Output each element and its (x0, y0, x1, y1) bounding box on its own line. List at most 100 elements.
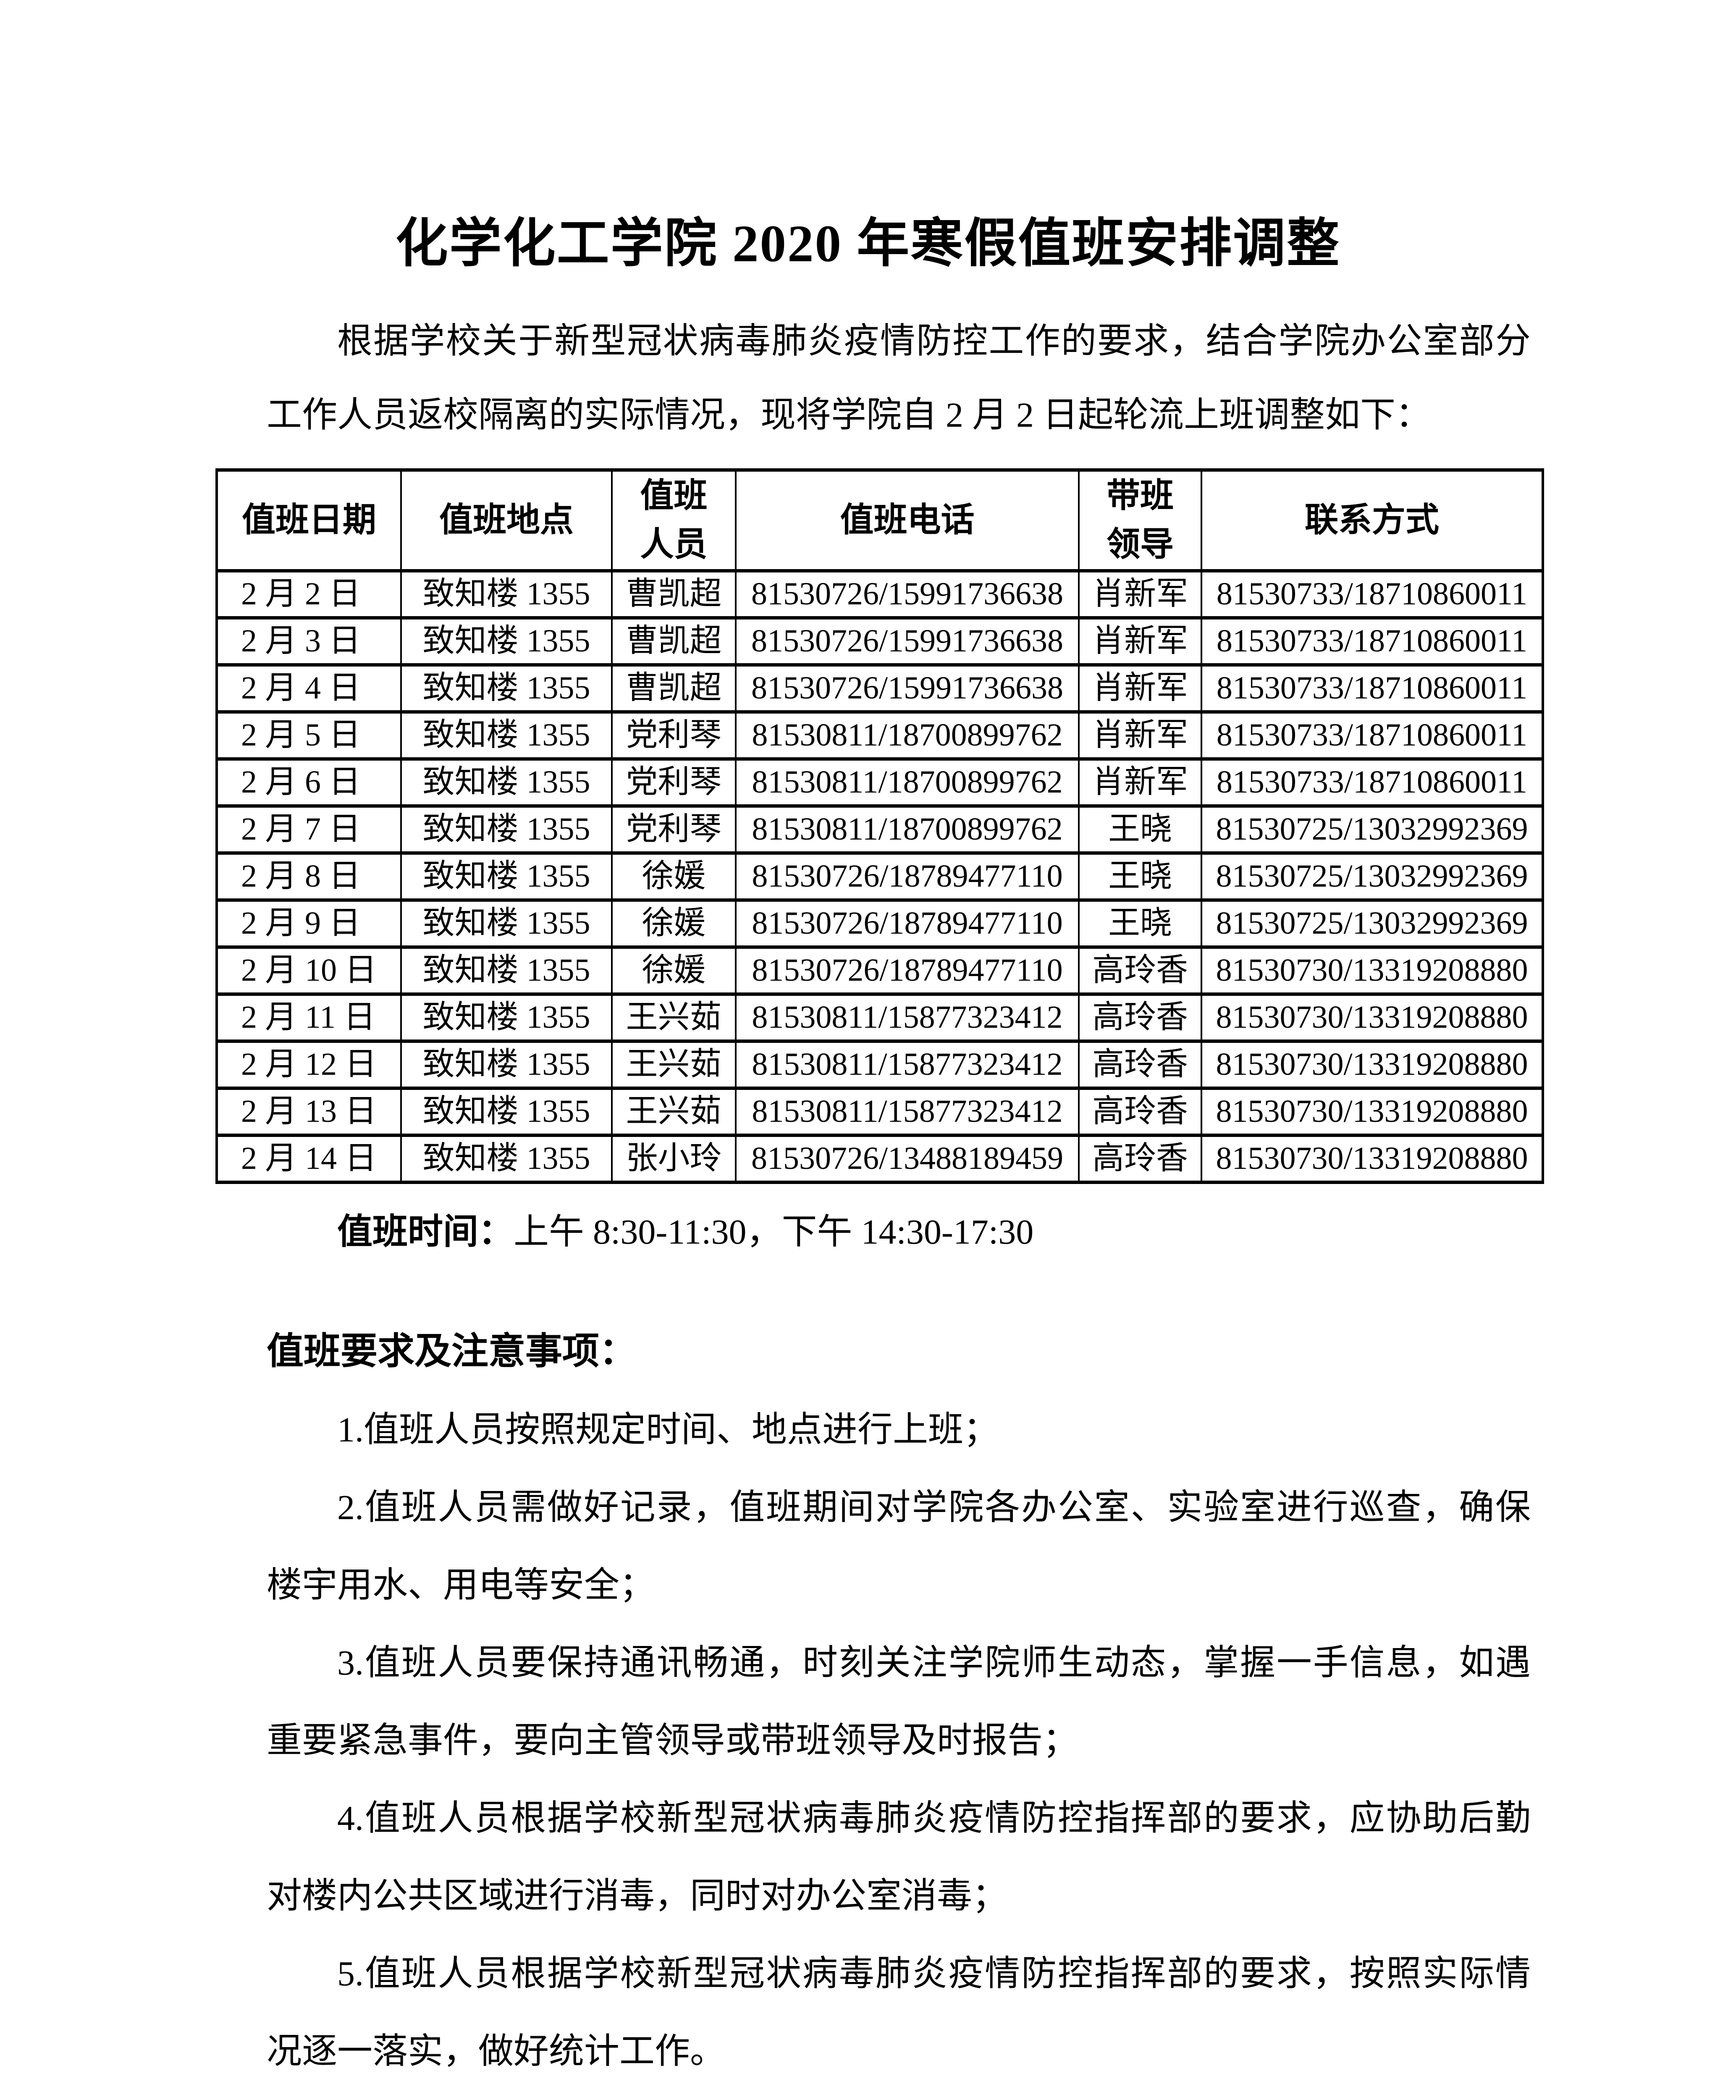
intro-paragraph: 根据学校关于新型冠状病毒肺炎疫情防控工作的要求，结合学院办公室部分 工作人员返校… (267, 304, 1531, 452)
table-row: 2 月 5 日致知楼 1355 党利琴 81530811/18700899762 肖新… (216, 710, 1544, 761)
note-line: 对楼内公共区域进行消毒，同时对办公室消毒； (267, 1877, 1008, 1916)
note-line: 4.值班人员根据学校新型冠状病毒肺炎疫情防控指挥部的要求，应协助后勤 (337, 1799, 1531, 1838)
duty-schedule-table: 值班日期 值班地点 值班 人员 值班电话 带班 领导 联系方式 2 月 2 日致… (215, 468, 1544, 1184)
table-cell: 党利琴 (611, 804, 737, 855)
note-item: 4.值班人员根据学校新型冠状病毒肺炎疫情防控指挥部的要求，应协助后勤 对楼内公共… (267, 1780, 1531, 1935)
table-cell: 81530730/13319208880 (1201, 1087, 1544, 1137)
table-cell: 肖新军 (1078, 616, 1202, 667)
table-cell: 2 月 8 日 (216, 851, 402, 902)
table-cell: 2 月 4 日 (216, 663, 402, 714)
table-cell: 王兴茹 (611, 1087, 737, 1137)
note-line: 3.值班人员要保持通讯畅通，时刻关注学院师生动态，掌握一手信息，如遇 (337, 1643, 1531, 1683)
table-row: 2 月 2 日致知楼 1355 曹凯超 81530726/15991736638 肖新… (216, 569, 1544, 620)
table-cell: 致知楼 1355 (400, 1040, 613, 1090)
table-cell: 81530725/13032992369 (1201, 804, 1544, 855)
table-cell: 致知楼 1355 (400, 616, 613, 667)
table-row: 2 月 3 日致知楼 1355 曹凯超 81530726/15991736638 肖新… (216, 616, 1544, 667)
table-header-cell: 值班 人员 (611, 468, 737, 572)
table-cell: 81530733/18710860011 (1201, 569, 1544, 620)
table-cell: 高玲香 (1078, 992, 1202, 1043)
table-row: 2 月 14 日致知楼 1355 张小玲 81530726/13488189459 高… (216, 1134, 1544, 1184)
table-cell: 81530726/18789477110 (735, 898, 1080, 949)
table-cell: 2 月 14 日 (216, 1134, 402, 1184)
notes-heading: 值班要求及注意事项： (267, 1331, 637, 1372)
table-cell: 2 月 10 日 (216, 945, 402, 996)
table-cell: 81530730/13319208880 (1201, 992, 1544, 1043)
table-cell: 高玲香 (1078, 1134, 1202, 1184)
table-cell: 81530811/15877323412 (735, 1087, 1080, 1137)
note-line: 5.值班人员根据学校新型冠状病毒肺炎疫情防控指挥部的要求，按照实际情 (337, 1954, 1531, 1993)
table-row: 2 月 7 日致知楼 1355 党利琴 81530811/18700899762 王晓… (216, 804, 1544, 855)
table-cell: 81530733/18710860011 (1201, 616, 1544, 667)
table-cell: 肖新军 (1078, 757, 1202, 808)
table-row: 2 月 6 日致知楼 1355 党利琴 81530811/18700899762 肖新… (216, 757, 1544, 808)
table-cell: 81530730/13319208880 (1201, 1134, 1544, 1184)
table-header-cell: 联系方式 (1201, 468, 1544, 572)
table-cell: 81530725/13032992369 (1201, 851, 1544, 902)
table-cell: 81530726/15991736638 (735, 663, 1080, 714)
table-row: 2 月 11 日致知楼 1355 王兴茹 81530811/15877323412 高… (216, 992, 1544, 1043)
table-cell: 81530811/18700899762 (735, 804, 1080, 855)
table-row: 2 月 4 日致知楼 1355 曹凯超 81530726/15991736638 肖新… (216, 663, 1544, 714)
table-row: 2 月 12 日致知楼 1355 王兴茹 81530811/15877323412 高… (216, 1040, 1544, 1090)
table-cell: 致知楼 1355 (400, 851, 613, 902)
table-cell: 徐媛 (611, 945, 737, 996)
duty-table-header: 值班日期 值班地点 值班 人员 值班电话 带班 领导 联系方式 (216, 468, 1544, 572)
table-cell: 81530730/13319208880 (1201, 945, 1544, 996)
table-cell: 曹凯超 (611, 569, 737, 620)
table-cell: 致知楼 1355 (400, 569, 613, 620)
table-cell: 2 月 2 日 (216, 569, 402, 620)
duty-table-body: 2 月 2 日致知楼 1355 曹凯超 81530726/15991736638 肖新… (216, 569, 1544, 1184)
table-cell: 曹凯超 (611, 616, 737, 667)
table-row: 2 月 13 日致知楼 1355 王兴茹 81530811/15877323412 高… (216, 1087, 1544, 1137)
table-cell: 王晓 (1078, 804, 1202, 855)
table-cell: 81530726/15991736638 (735, 569, 1080, 620)
table-cell: 高玲香 (1078, 1040, 1202, 1090)
table-cell: 曹凯超 (611, 663, 737, 714)
table-row: 2 月 8 日致知楼 1355 徐媛 81530726/18789477110 王晓 8… (216, 851, 1544, 902)
table-cell: 81530733/18710860011 (1201, 663, 1544, 714)
note-line: 楼宇用水、用电等安全； (267, 1566, 655, 1605)
table-cell: 致知楼 1355 (400, 757, 613, 808)
table-cell: 2 月 12 日 (216, 1040, 402, 1090)
table-cell: 肖新军 (1078, 710, 1202, 761)
table-cell: 党利琴 (611, 757, 737, 808)
table-header-cell: 带班 领导 (1078, 468, 1202, 572)
note-line: 况逐一落实，做好统计工作。 (267, 2032, 726, 2071)
table-row: 2 月 10 日致知楼 1355 徐媛 81530726/18789477110 高玲… (216, 945, 1544, 996)
table-cell: 致知楼 1355 (400, 804, 613, 855)
table-cell: 2 月 11 日 (216, 992, 402, 1043)
table-header-cell: 值班日期 (216, 468, 402, 572)
table-cell: 81530811/15877323412 (735, 1040, 1080, 1090)
table-cell: 致知楼 1355 (400, 898, 613, 949)
table-cell: 81530725/13032992369 (1201, 898, 1544, 949)
note-item: 5.值班人员根据学校新型冠状病毒肺炎疫情防控指挥部的要求，按照实际情 况逐一落实… (267, 1935, 1531, 2090)
table-cell: 81530730/13319208880 (1201, 1040, 1544, 1090)
table-cell: 81530726/18789477110 (735, 851, 1080, 902)
note-item: 3.值班人员要保持通讯畅通，时刻关注学院师生动态，掌握一手信息，如遇 重要紧急事… (267, 1624, 1531, 1780)
table-row: 2 月 9 日致知楼 1355 徐媛 81530726/18789477110 王晓 8… (216, 898, 1544, 949)
table-cell: 徐媛 (611, 898, 737, 949)
duty-time-line: 值班时间：上午 8:30-11:30，下午 14:30-17:30 (267, 1207, 1531, 1257)
note-line: 重要紧急事件，要向主管领导或带班领导及时报告； (267, 1721, 1078, 1760)
table-cell: 81530733/18710860011 (1201, 710, 1544, 761)
note-line: 1.值班人员按照规定时间、地点进行上班； (337, 1410, 999, 1449)
table-cell: 致知楼 1355 (400, 945, 613, 996)
table-cell: 81530733/18710860011 (1201, 757, 1544, 808)
table-header-row: 值班日期 值班地点 值班 人员 值班电话 带班 领导 联系方式 (216, 468, 1544, 572)
notes-list: 1.值班人员按照规定时间、地点进行上班； 2.值班人员需做好记录，值班期间对学院… (267, 1391, 1531, 2090)
table-cell: 2 月 6 日 (216, 757, 402, 808)
duty-time-label: 值班时间： (337, 1213, 514, 1252)
table-cell: 致知楼 1355 (400, 1134, 613, 1184)
table-cell: 致知楼 1355 (400, 992, 613, 1043)
note-line: 2.值班人员需做好记录，值班期间对学院各办公室、实验室进行巡查，确保 (337, 1488, 1531, 1527)
intro-line: 工作人员返校隔离的实际情况，现将学院自 2 月 2 日起轮流上班调整如下： (267, 396, 1431, 435)
table-cell: 高玲香 (1078, 945, 1202, 996)
table-cell: 王晓 (1078, 851, 1202, 902)
table-header-cell: 值班地点 (400, 468, 613, 572)
table-cell: 81530811/18700899762 (735, 710, 1080, 761)
table-cell: 81530726/15991736638 (735, 616, 1080, 667)
table-cell: 2 月 9 日 (216, 898, 402, 949)
note-item: 2.值班人员需做好记录，值班期间对学院各办公室、实验室进行巡查，确保 楼宇用水、… (267, 1469, 1531, 1624)
table-cell: 王晓 (1078, 898, 1202, 949)
